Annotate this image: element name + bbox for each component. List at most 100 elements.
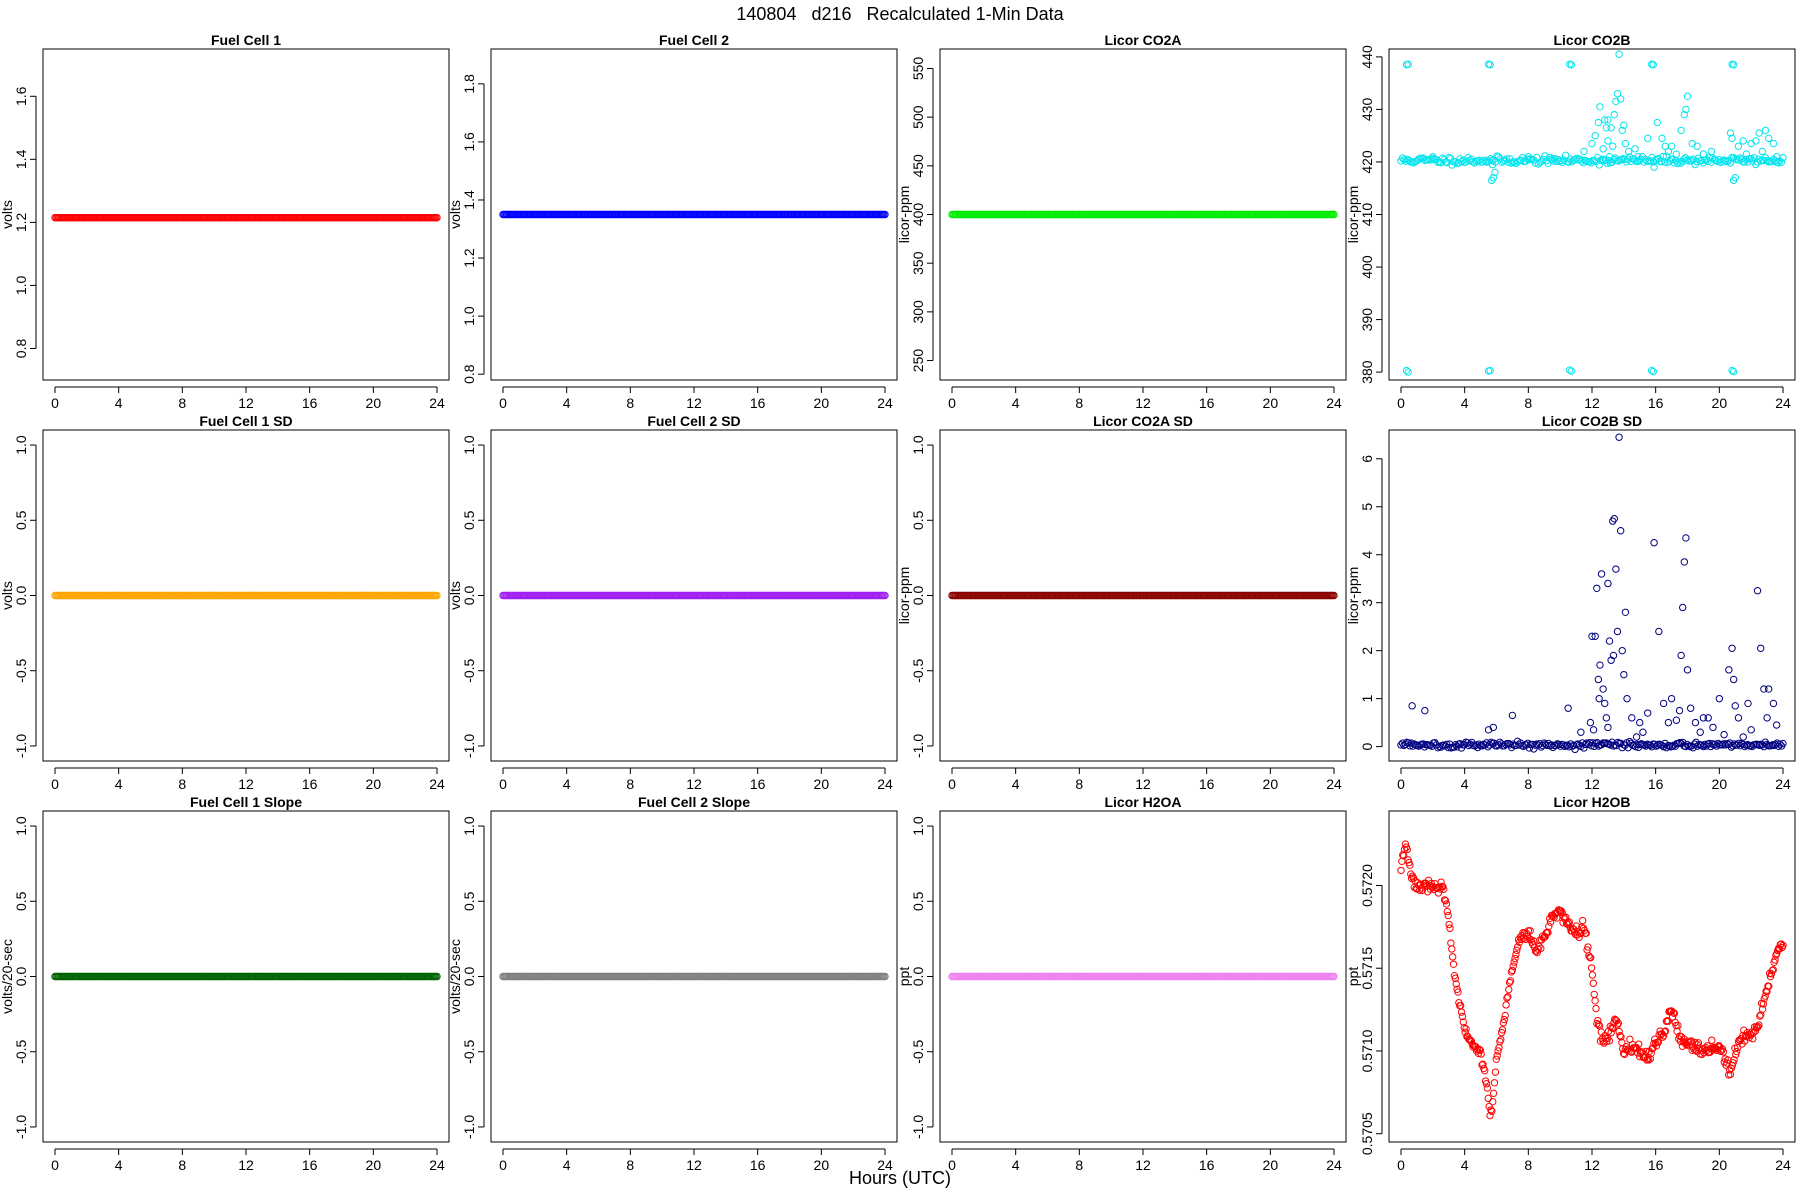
data-point <box>1734 156 1742 164</box>
x-tick-label: 4 <box>1461 776 1469 792</box>
x-tick-label: 12 <box>238 776 254 792</box>
data-point <box>1636 718 1644 727</box>
data-point <box>433 213 441 222</box>
data-point <box>1591 131 1599 140</box>
data-point <box>1688 1046 1696 1054</box>
x-tick-label: 24 <box>877 776 893 792</box>
y-tick-label: 1 <box>1359 695 1375 703</box>
data-point <box>1646 1055 1655 1063</box>
x-tick-label: 8 <box>1075 1157 1083 1173</box>
x-tick-label: 0 <box>51 1157 59 1173</box>
y-tick-label: -0.5 <box>910 1039 926 1063</box>
data-point <box>1719 1048 1728 1056</box>
data-point <box>1400 845 1409 854</box>
data-point <box>1733 1047 1741 1056</box>
x-tick-label: 0 <box>51 776 59 792</box>
data-point <box>1488 1107 1496 1116</box>
data-point <box>1708 1036 1716 1044</box>
data-point <box>1699 714 1708 722</box>
y-tick-label: 410 <box>1359 203 1375 227</box>
data-point <box>1765 982 1773 990</box>
data-point <box>1408 158 1416 166</box>
x-tick-label: 24 <box>1775 776 1791 792</box>
data-point <box>1609 742 1618 750</box>
data-point <box>1729 367 1738 376</box>
x-tick-label: 8 <box>178 1157 186 1173</box>
plot-frame <box>42 429 450 762</box>
data-point <box>1677 126 1685 135</box>
data-point <box>1614 1019 1622 1027</box>
data-point <box>1499 1019 1508 1027</box>
y-tick-label: -1.0 <box>461 734 477 758</box>
data-point <box>1608 142 1617 150</box>
x-tick-label: 20 <box>814 395 830 411</box>
data-point <box>1446 924 1454 932</box>
data-point <box>1604 723 1612 732</box>
x-tick-label: 24 <box>429 776 445 792</box>
data-point <box>1728 134 1736 143</box>
data-point <box>1747 726 1755 734</box>
data-point <box>1489 723 1498 732</box>
y-tick-label: 0.5705 <box>1359 1112 1375 1155</box>
x-tick-label: 12 <box>686 1157 702 1173</box>
data-point <box>1739 733 1747 741</box>
data-point <box>1732 1050 1740 1059</box>
x-tick-label: 8 <box>626 776 634 792</box>
plot-frame <box>490 429 898 762</box>
data-point <box>1445 153 1453 162</box>
panel-1: Fuel Cell 1 0 4 8 12 16 20 24 0.8 1.0 1.2 1.4 1.6 vol… <box>0 32 450 411</box>
x-tick-label: 4 <box>1461 395 1469 411</box>
data-points <box>51 591 441 600</box>
data-point <box>1494 1047 1502 1055</box>
y-axis-label: volts/20-sec <box>0 939 15 1014</box>
x-tick-label: 12 <box>1135 395 1151 411</box>
y-tick-label: 0.5715 <box>1359 947 1375 990</box>
data-point <box>1717 1046 1726 1055</box>
y-tick-label: 390 <box>1359 308 1375 332</box>
data-point <box>1615 433 1623 441</box>
data-point <box>1445 920 1453 929</box>
y-tick-label: 400 <box>1359 255 1375 279</box>
data-point <box>1513 943 1522 951</box>
y-tick-label: 0.5 <box>461 510 477 530</box>
data-point <box>1647 1049 1655 1057</box>
data-point <box>1728 644 1736 652</box>
data-point <box>1609 651 1618 660</box>
data-point <box>1564 919 1573 927</box>
data-point <box>1726 159 1734 167</box>
data-point <box>1567 61 1576 69</box>
data-point <box>1730 1056 1738 1064</box>
data-point <box>1664 718 1673 727</box>
x-tick-label: 4 <box>1461 1157 1469 1173</box>
data-point <box>1596 661 1604 669</box>
y-tick-label: 1.0 <box>461 306 477 326</box>
data-point <box>1704 714 1712 722</box>
y-axis-label: volts <box>0 200 15 229</box>
data-point <box>1613 627 1622 636</box>
data-point <box>1777 158 1786 167</box>
y-tick-label: -1.0 <box>910 734 926 758</box>
data-point <box>1607 1029 1615 1037</box>
data-point <box>1494 153 1503 161</box>
y-tick-label: -1.0 <box>13 1115 29 1139</box>
panel-title: Fuel Cell 2 Slope <box>638 794 750 810</box>
data-point <box>1605 637 1614 645</box>
y-tick-label: 0.5720 <box>1359 864 1375 907</box>
y-axis-label: licor-ppm <box>1345 186 1361 244</box>
data-point <box>1768 966 1777 975</box>
data-point <box>1677 651 1685 660</box>
x-tick-label: 0 <box>948 776 956 792</box>
data-point <box>1505 978 1514 987</box>
data-point <box>1772 721 1781 729</box>
plot-frame <box>939 810 1347 1143</box>
data-point <box>1755 129 1763 137</box>
data-point <box>1764 685 1773 693</box>
data-point <box>1479 1060 1487 1068</box>
data-point <box>1707 147 1716 156</box>
data-point <box>1504 993 1512 1001</box>
y-tick-label: -0.5 <box>13 658 29 682</box>
data-point <box>1767 970 1776 978</box>
x-tick-label: 8 <box>626 1157 634 1173</box>
data-point <box>1729 61 1738 69</box>
panel-9: Fuel Cell 1 Slope 0 4 8 12 16 20 24 -1.0 -0.5 0.0 0… <box>0 794 450 1173</box>
